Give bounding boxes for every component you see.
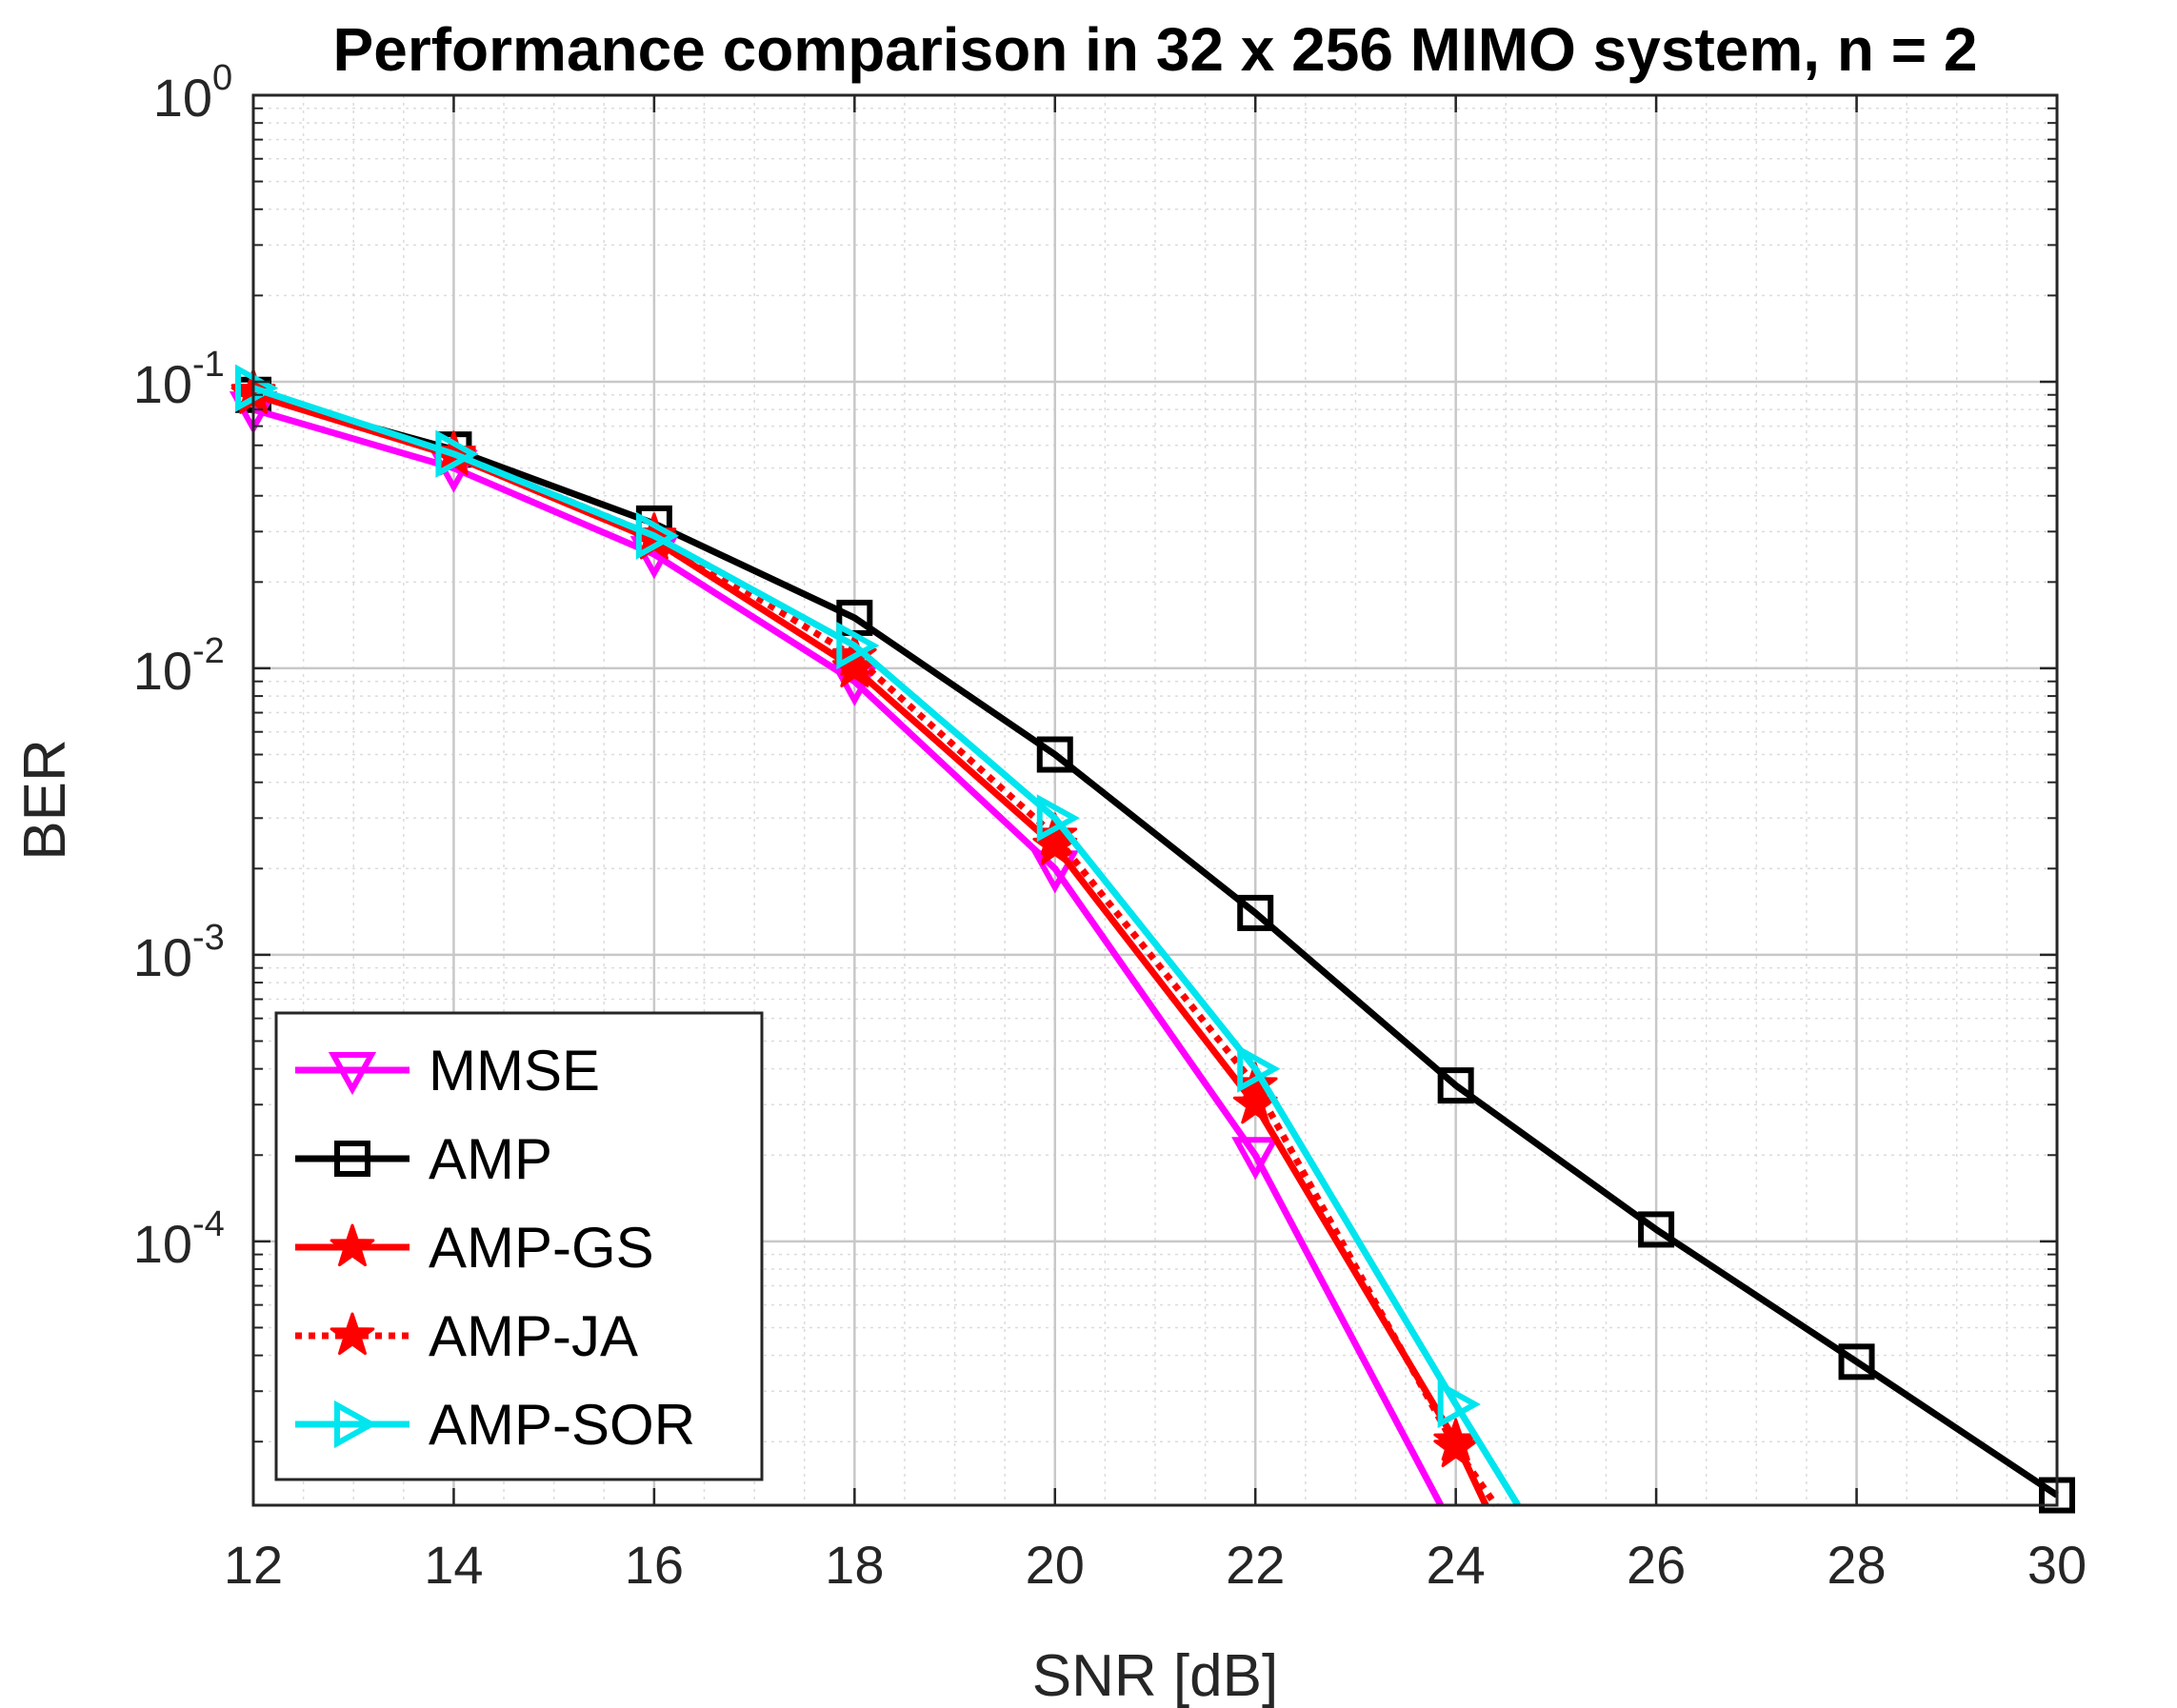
x-tick-label: 26 bbox=[1627, 1535, 1686, 1595]
marker-square bbox=[1437, 1067, 1474, 1104]
marker-triangle-down bbox=[328, 1052, 377, 1096]
legend-label-mmse: MMSE bbox=[429, 1039, 600, 1102]
y-tick-exponent: -3 bbox=[192, 918, 225, 958]
marker-triangle-right bbox=[435, 429, 479, 478]
x-tick-label: 30 bbox=[2027, 1535, 2087, 1595]
marker-square bbox=[1036, 736, 1073, 773]
series-amp-sor bbox=[235, 364, 1521, 1507]
marker-triangle-right bbox=[1036, 794, 1080, 843]
minor-grid bbox=[253, 95, 2057, 1505]
y-tick-label: 10 bbox=[133, 1214, 192, 1274]
y-axis-label: BER bbox=[12, 739, 78, 860]
plot-frame bbox=[251, 93, 2059, 1507]
x-tick-label: 22 bbox=[1226, 1535, 1285, 1595]
series-line-amp-sor bbox=[251, 385, 1521, 1507]
marker-star bbox=[330, 1312, 375, 1356]
marker-triangle-right bbox=[334, 1400, 378, 1449]
marker-triangle-right bbox=[1437, 1380, 1481, 1429]
x-tick-label: 24 bbox=[1427, 1535, 1486, 1595]
marker-triangle-right bbox=[1237, 1044, 1281, 1093]
series-line-amp bbox=[252, 391, 2059, 1499]
tick-marks bbox=[251, 93, 2059, 1505]
legend-item-amp: AMP bbox=[295, 1127, 552, 1191]
legend-item-mmse: MMSE bbox=[295, 1039, 600, 1102]
legend-label-amp: AMP bbox=[429, 1127, 552, 1191]
marker-square bbox=[334, 1141, 370, 1177]
marker-square bbox=[1638, 1211, 1675, 1248]
x-tick-label: 28 bbox=[1827, 1535, 1886, 1595]
x-tick-labels: 12 14 16 18 20 22 24 26 28 30 bbox=[224, 1535, 2087, 1595]
y-tick-exponent: -1 bbox=[192, 345, 225, 385]
x-tick-label: 18 bbox=[825, 1535, 884, 1595]
marker-triangle-right bbox=[635, 511, 680, 560]
y-tick-label: 10 bbox=[153, 68, 212, 128]
legend-label-amp-gs: AMP-GS bbox=[429, 1216, 654, 1280]
y-tick-label: 10 bbox=[133, 354, 192, 414]
marker-triangle-down bbox=[1231, 1137, 1280, 1181]
y-tick-exponent: -4 bbox=[192, 1204, 225, 1244]
legend-item-amp-gs: AMP-GS bbox=[295, 1216, 654, 1280]
y-tick-exponent: -2 bbox=[192, 631, 225, 671]
legend-label-amp-sor: AMP-SOR bbox=[429, 1393, 695, 1457]
marker-triangle-right bbox=[836, 622, 880, 670]
x-axis-label: SNR [dB] bbox=[1032, 1643, 1278, 1708]
y-tick-label: 10 bbox=[133, 641, 192, 701]
series-layer bbox=[229, 364, 2075, 1514]
x-tick-label: 14 bbox=[424, 1535, 483, 1595]
marker-star bbox=[330, 1223, 375, 1267]
marker-square bbox=[1237, 894, 1274, 931]
x-tick-label: 20 bbox=[1026, 1535, 1085, 1595]
legend-item-amp-sor: AMP-SOR bbox=[295, 1393, 695, 1457]
y-tick-exponent: 0 bbox=[212, 58, 232, 98]
legend-label-amp-ja: AMP-JA bbox=[429, 1304, 638, 1368]
chart-title: Performance comparison in 32 x 256 MIMO … bbox=[333, 15, 1978, 84]
y-tick-label: 10 bbox=[133, 927, 192, 987]
x-tick-label: 16 bbox=[625, 1535, 684, 1595]
legend: MMSE AMP AMP-GS AMP-JA AMP-SOR bbox=[274, 1011, 764, 1481]
marker-square bbox=[1838, 1343, 1875, 1380]
x-tick-label: 12 bbox=[224, 1535, 283, 1595]
legend-item-amp-ja: AMP-JA bbox=[295, 1304, 638, 1368]
series-line-mmse bbox=[252, 406, 1444, 1507]
marker-triangle-right bbox=[235, 364, 279, 412]
